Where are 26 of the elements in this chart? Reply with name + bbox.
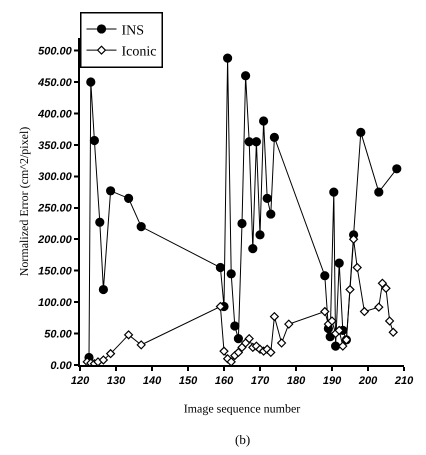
y-tick-label: 450.00 — [37, 76, 73, 89]
x-tick-label: 200 — [358, 375, 378, 388]
y-tick-label: 300.00 — [38, 171, 73, 184]
y-tick-label: 0.00 — [50, 360, 73, 372]
y-tick-label: 200.00 — [37, 234, 73, 246]
legend-label: INS — [122, 23, 144, 38]
y-tick-label: 100.00 — [38, 296, 73, 309]
legend-label: Iconic — [122, 44, 156, 60]
y-tick-label: 250.00 — [37, 202, 73, 215]
x-tick-label: 130 — [106, 375, 126, 388]
x-tick-label: 140 — [142, 375, 162, 388]
x-tick-label: 150 — [178, 375, 198, 388]
x-tick-label: 180 — [286, 375, 306, 388]
y-axis-title: Normalized Error (cm^2/pixel) — [16, 126, 31, 276]
y-tick-label: 500.00 — [38, 45, 73, 58]
x-tick-label: 190 — [322, 375, 342, 388]
x-tick-label: 170 — [250, 375, 270, 388]
text: (b) — [235, 432, 250, 447]
x-tick-label: 210 — [394, 375, 414, 388]
x-tick-label: 160 — [214, 375, 234, 388]
y-tick-label: 350.00 — [38, 140, 73, 152]
y-tick-label: 400.00 — [37, 108, 73, 120]
y-tick-label: 150.00 — [38, 266, 73, 278]
y-tick-label: 50.00 — [44, 328, 73, 340]
x-axis-title: Image sequence number — [184, 402, 300, 416]
x-tick-label: 120 — [70, 375, 90, 388]
